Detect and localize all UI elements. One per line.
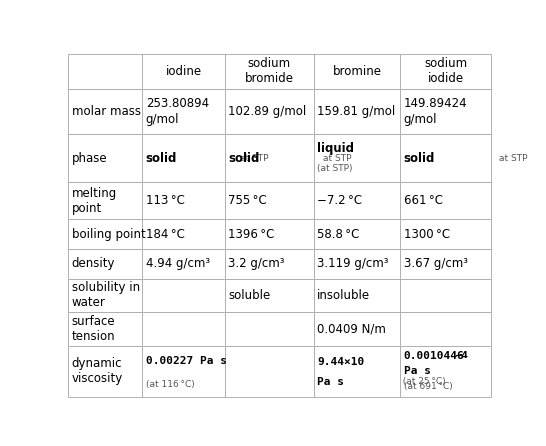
Text: −7.2 °C: −7.2 °C (317, 194, 362, 207)
Text: 58.8 °C: 58.8 °C (317, 227, 359, 240)
Text: at STP: at STP (323, 153, 352, 163)
Bar (225, 346, 313, 397)
Text: 159.81 g/mol: 159.81 g/mol (317, 105, 395, 118)
Text: bromine: bromine (333, 65, 382, 78)
Text: phase: phase (72, 152, 107, 165)
Text: boiling point: boiling point (72, 227, 145, 240)
Bar (68, 54, 143, 89)
Bar (400, 278, 491, 312)
Text: melting
point: melting point (72, 186, 117, 215)
Text: 4.94 g/cm³: 4.94 g/cm³ (146, 257, 210, 270)
Text: 149.89424: 149.89424 (404, 97, 467, 110)
Text: insoluble: insoluble (317, 289, 370, 302)
Bar (225, 134, 313, 182)
Bar (143, 182, 225, 219)
Text: surface
tension: surface tension (72, 315, 115, 343)
Bar (400, 312, 491, 346)
Bar (68, 312, 143, 346)
Text: sodium
bromide: sodium bromide (245, 57, 294, 85)
Text: solid: solid (146, 152, 177, 165)
Bar (143, 219, 225, 249)
Bar (68, 278, 143, 312)
Bar (68, 219, 143, 249)
Bar (225, 182, 313, 219)
Text: at STP: at STP (240, 153, 269, 163)
Bar (68, 346, 143, 397)
Bar (143, 346, 225, 397)
Bar (68, 182, 143, 219)
Bar (225, 249, 313, 278)
Bar (68, 249, 143, 278)
Bar (313, 346, 400, 397)
Text: 0.0010446: 0.0010446 (404, 351, 465, 361)
Text: 102.89 g/mol: 102.89 g/mol (228, 105, 306, 118)
Text: solubility in
water: solubility in water (72, 281, 140, 309)
Text: g/mol: g/mol (146, 113, 179, 126)
Bar (313, 54, 400, 89)
Bar (68, 89, 143, 134)
Text: 3.67 g/cm³: 3.67 g/cm³ (404, 257, 468, 270)
Bar (143, 134, 225, 182)
Text: 113 °C: 113 °C (146, 194, 185, 207)
Text: molar mass: molar mass (72, 105, 141, 118)
Text: solid: solid (228, 152, 259, 165)
Text: (at 25 °C): (at 25 °C) (397, 377, 446, 386)
Text: soluble: soluble (228, 289, 270, 302)
Bar (400, 219, 491, 249)
Bar (400, 346, 491, 397)
Text: Pa s: Pa s (317, 376, 344, 387)
Bar (313, 278, 400, 312)
Bar (313, 182, 400, 219)
Bar (225, 54, 313, 89)
Bar (143, 249, 225, 278)
Text: 184 °C: 184 °C (146, 227, 185, 240)
Text: 9.44×10: 9.44×10 (317, 357, 364, 367)
Text: 3.119 g/cm³: 3.119 g/cm³ (317, 257, 389, 270)
Text: dynamic
viscosity: dynamic viscosity (72, 357, 123, 385)
Text: liquid: liquid (317, 142, 354, 155)
Bar (225, 278, 313, 312)
Text: 253.80894: 253.80894 (146, 97, 209, 110)
Bar (68, 134, 143, 182)
Text: (at STP): (at STP) (317, 164, 353, 173)
Bar (313, 89, 400, 134)
Text: Pa s: Pa s (404, 366, 431, 376)
Text: 755 °C: 755 °C (228, 194, 267, 207)
Text: (at 691 °C): (at 691 °C) (404, 382, 453, 391)
Text: (at 116 °C): (at 116 °C) (146, 380, 194, 388)
Bar (313, 219, 400, 249)
Text: 661 °C: 661 °C (404, 194, 443, 207)
Text: 1300 °C: 1300 °C (404, 227, 450, 240)
Bar (143, 312, 225, 346)
Bar (225, 219, 313, 249)
Text: at STP: at STP (498, 153, 527, 163)
Text: −4: −4 (454, 351, 468, 360)
Bar (143, 278, 225, 312)
Text: iodine: iodine (165, 65, 201, 78)
Bar (313, 134, 400, 182)
Bar (400, 54, 491, 89)
Text: 1396 °C: 1396 °C (228, 227, 275, 240)
Bar (225, 89, 313, 134)
Bar (143, 89, 225, 134)
Bar (313, 312, 400, 346)
Bar (143, 54, 225, 89)
Text: solid: solid (404, 152, 435, 165)
Bar (400, 249, 491, 278)
Text: g/mol: g/mol (404, 113, 437, 126)
Bar (225, 312, 313, 346)
Bar (400, 134, 491, 182)
Bar (400, 89, 491, 134)
Bar (400, 182, 491, 219)
Text: density: density (72, 257, 115, 270)
Text: sodium
iodide: sodium iodide (424, 57, 467, 85)
Text: 0.00227 Pa s: 0.00227 Pa s (146, 356, 227, 366)
Text: 0.0409 N/m: 0.0409 N/m (317, 322, 386, 335)
Bar (313, 249, 400, 278)
Text: 3.2 g/cm³: 3.2 g/cm³ (228, 257, 284, 270)
